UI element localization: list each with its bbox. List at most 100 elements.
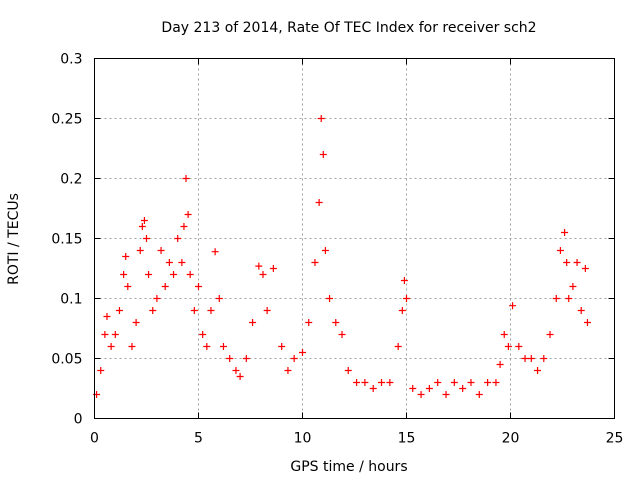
data-point [186,271,194,278]
data-point [124,283,132,290]
data-point [540,355,548,362]
data-point [219,343,227,350]
x-tick-label: 20 [502,431,520,447]
data-point [136,247,144,254]
data-point [338,331,346,338]
data-point [315,199,323,206]
data-point [496,361,504,368]
data-point [450,379,458,386]
data-point [299,349,306,356]
x-tick-label: 5 [194,431,203,447]
data-point [211,248,219,256]
data-point [305,319,313,326]
data-point [565,295,573,302]
data-point [190,307,198,314]
data-point [569,283,577,290]
data-point [521,355,529,362]
data-points [93,115,591,398]
y-axis-title: ROTI / TECUs [6,193,22,285]
data-point [577,307,585,314]
data-point [153,295,161,302]
data-point [332,319,340,326]
data-point [180,223,188,230]
data-point [321,247,329,254]
data-point [417,391,425,398]
data-point [425,385,433,392]
data-point [157,247,165,254]
data-point [182,175,190,182]
data-point [101,331,109,338]
data-point [361,379,369,386]
data-point [459,385,467,392]
x-tick-label: 0 [90,431,99,447]
data-point [515,343,523,350]
grid-lines [94,58,615,419]
x-tick-label: 25 [606,431,624,447]
data-point [132,319,140,326]
y-tick-label: 0.25 [51,112,82,128]
data-point [500,331,508,338]
data-point [400,277,408,284]
data-point [394,343,402,350]
data-point [344,367,352,374]
data-point [149,307,157,314]
x-axis-title: GPS time / hours [290,459,407,475]
data-point [546,331,554,338]
data-point [128,343,136,350]
data-point [326,295,334,302]
data-point [103,313,111,320]
data-point [232,367,240,374]
data-point [195,283,202,290]
data-point [573,259,581,266]
data-point [236,373,244,380]
data-point [534,367,542,374]
y-tick-label: 0.2 [60,172,82,188]
y-tick-label: 0.3 [60,52,82,68]
data-point [492,379,500,386]
data-point [207,307,215,314]
data-point [249,319,257,326]
data-point [552,295,560,302]
data-point [504,343,512,350]
data-point [107,343,115,350]
data-point [467,379,475,386]
data-point [561,229,569,236]
data-point [581,265,589,272]
data-point [583,319,591,326]
y-tick-label: 0.05 [51,352,82,368]
data-point [97,367,105,374]
data-point [215,295,223,302]
data-point [434,379,442,386]
data-point [311,259,319,266]
data-point [115,307,123,314]
data-point [259,271,267,278]
tick-labels: 0 5 10 15 20 25 0 0.05 0.1 0.15 0.2 0.25 0.3 [51,52,623,447]
data-point [138,223,146,230]
data-point [278,343,286,350]
data-point [290,355,298,362]
data-point [317,115,325,122]
data-point [226,355,234,362]
data-point [174,235,182,242]
data-point [284,367,292,374]
data-point [199,331,207,338]
data-point [143,235,150,242]
data-point [563,259,571,266]
data-point [353,379,361,386]
data-point [184,211,192,218]
y-tick-label: 0.1 [60,292,82,308]
y-tick-label: 0 [74,412,83,428]
data-point [475,391,483,398]
data-point [269,265,277,272]
x-tick-label: 15 [398,431,416,447]
data-point [165,259,173,266]
data-point [398,307,406,314]
y-tick-label: 0.15 [51,232,82,248]
x-tick-label: 10 [294,431,312,447]
data-point [509,302,517,310]
data-point [178,259,186,266]
data-point [409,385,417,392]
data-point [263,307,271,314]
data-point [120,271,128,278]
data-point [242,355,250,362]
